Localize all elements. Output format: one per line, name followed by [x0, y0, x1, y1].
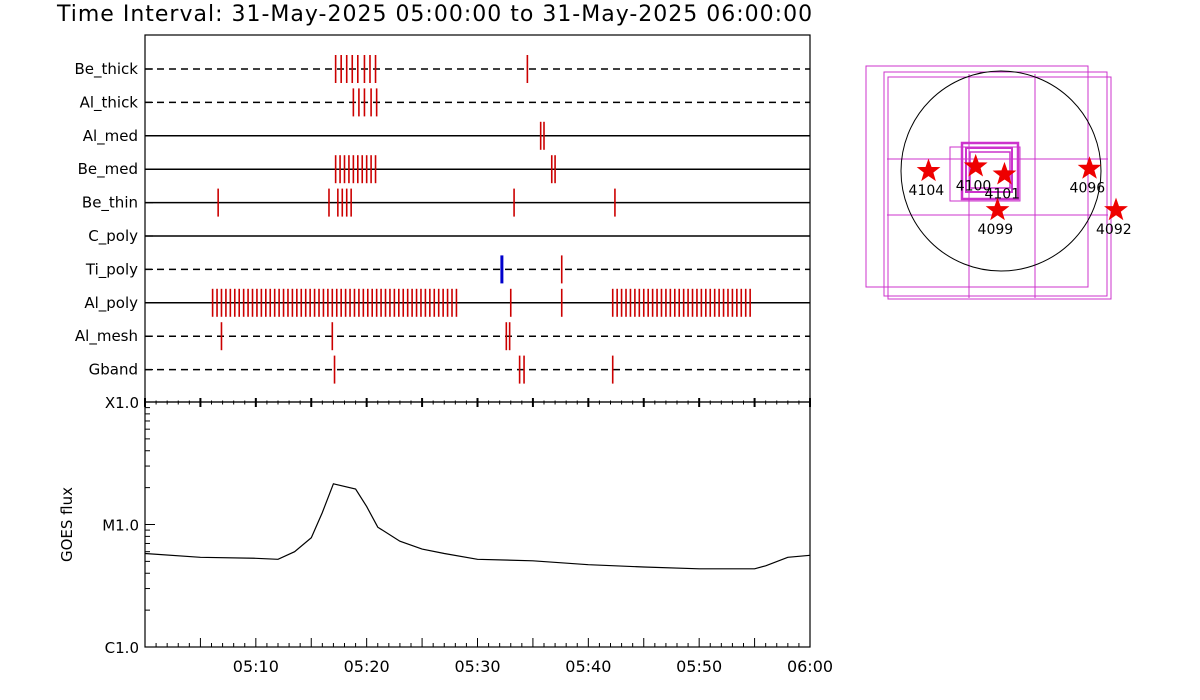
row-label: Al_poly [84, 294, 138, 313]
goes-frame [144, 401, 811, 648]
active-region-star [992, 161, 1017, 185]
fov-inner-box [960, 141, 1020, 201]
fov-box [883, 71, 1108, 297]
row-label: Al_med [83, 127, 138, 146]
active-region-star [963, 153, 988, 177]
x-tick-label: 05:10 [233, 657, 279, 676]
solar-limb [900, 70, 1102, 272]
row-label: Al_mesh [75, 327, 138, 346]
row-label: Be_thick [74, 60, 138, 79]
active-region-star [1077, 156, 1102, 179]
fov-box [887, 76, 1112, 300]
active-region-label: 4100 [956, 178, 992, 194]
fov-box [865, 65, 1089, 288]
timeline-panel: Be_thick Al_thick Al_med Be_med Be_thin C_pol… [74, 34, 811, 403]
active-region-star [916, 158, 941, 182]
timeline-frame [144, 34, 811, 403]
chart-title: Time Interval: 31-May-2025 05:00:00 to 3… [57, 2, 814, 27]
active-region-label: 4101 [984, 186, 1020, 202]
fov-inner-box [969, 151, 1011, 189]
x-tick-label: 05:20 [344, 657, 390, 676]
goes-panel: X1.0 M1.0 C1.0 GOES flux 05:10 05:20 05:30 05:4… [58, 394, 833, 676]
active-region-star [985, 197, 1010, 221]
y-tick-label: M1.0 [102, 517, 139, 535]
y-axis-label: GOES flux [58, 487, 76, 562]
active-region-label: 4104 [909, 183, 945, 199]
row-label: Al_thick [80, 93, 139, 112]
row-label: Gband [89, 361, 138, 379]
fov-inner-box [949, 146, 1021, 202]
fov-inner-box [965, 147, 1013, 193]
y-tick-label: C1.0 [105, 639, 139, 657]
row-label: Be_med [78, 160, 138, 179]
active-region-label: 4096 [1070, 181, 1106, 197]
goes-flux-line [144, 483, 811, 570]
active-region-star [1104, 197, 1128, 221]
row-label: Ti_poly [85, 260, 138, 279]
x-tick-label: 05:30 [454, 657, 500, 676]
x-tick-label: 06:00 [787, 657, 833, 676]
row-label: C_poly [88, 227, 138, 246]
active-region-label: 4099 [978, 222, 1014, 238]
y-tick-label: X1.0 [105, 394, 139, 412]
row-label: Be_thin [82, 194, 138, 213]
x-tick-label: 05:50 [676, 657, 722, 676]
x-tick-label: 05:40 [565, 657, 611, 676]
active-region-label: 4092 [1096, 222, 1132, 238]
